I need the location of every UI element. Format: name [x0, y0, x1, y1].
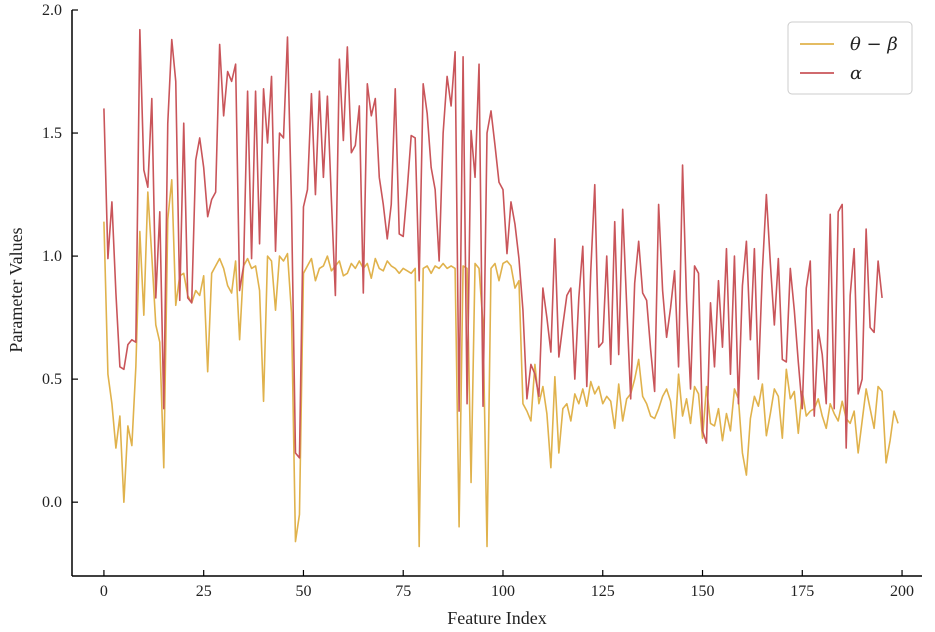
- y-tick-label: 1.5: [42, 125, 62, 142]
- x-tick-label: 175: [790, 583, 814, 600]
- axes-layer: 0 25 50 75 100 125 150 175 200 0.0 0.5 1.0 1.5 2.0: [42, 2, 922, 600]
- y-axis-title: Parameter Values: [6, 227, 26, 352]
- y-tick-label: 1.0: [42, 248, 62, 265]
- legend-label: θ − β: [850, 34, 898, 55]
- x-tick-label: 75: [395, 583, 411, 600]
- legend: θ − β α: [787, 21, 913, 95]
- x-tick-label: 25: [196, 583, 212, 600]
- legend-box: [787, 21, 913, 95]
- y-tick-label: 0.0: [42, 494, 62, 511]
- x-tick-label: 125: [591, 583, 615, 600]
- y-tick-label: 2.0: [42, 2, 62, 19]
- x-tick-label: 50: [295, 583, 311, 600]
- series-layer: [103, 28, 899, 548]
- x-tick-label: 200: [890, 583, 914, 600]
- y-tick-label: 0.5: [42, 371, 62, 388]
- series-line-theta-beta: [103, 179, 899, 548]
- x-tick-label: 150: [691, 583, 715, 600]
- x-tick-label: 100: [491, 583, 515, 600]
- x-tick-label: 0: [100, 583, 108, 600]
- series-line-alpha: [103, 28, 883, 459]
- x-axis-title: Feature Index: [447, 608, 546, 628]
- legend-label: α: [850, 63, 862, 84]
